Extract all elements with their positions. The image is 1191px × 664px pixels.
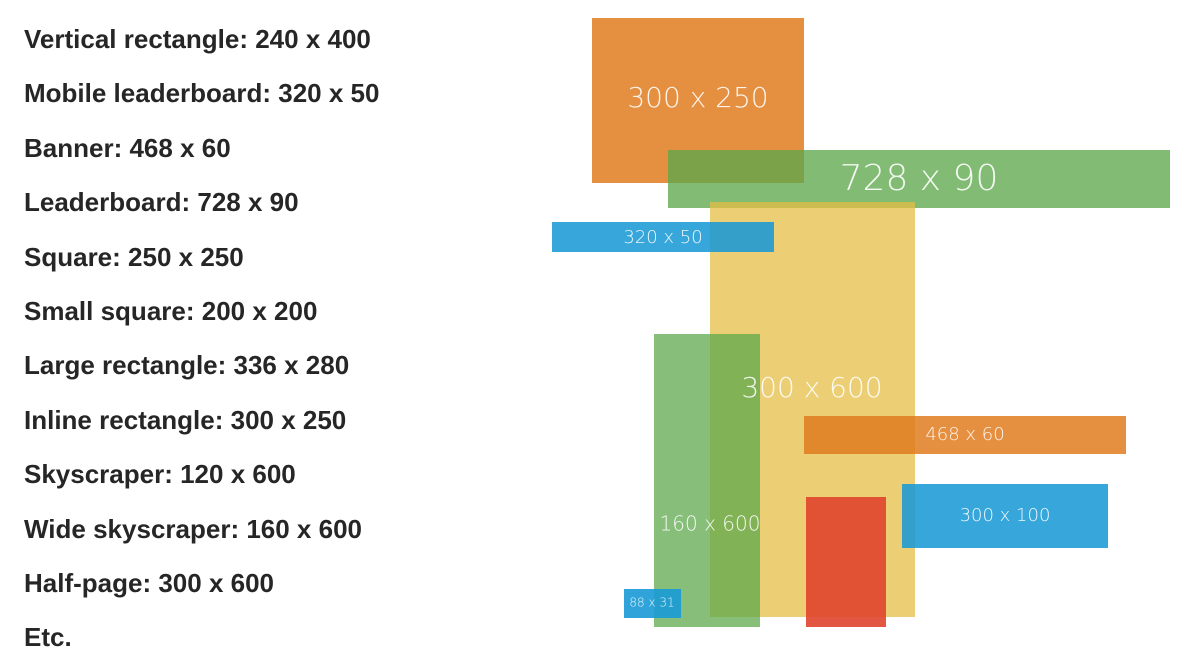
list-item: Wide skyscraper: 160 x 600 xyxy=(24,514,362,544)
list-item: Skyscraper: 120 x 600 xyxy=(24,459,296,489)
box-label: 160 x 600 xyxy=(660,512,761,536)
box xyxy=(806,497,886,627)
box xyxy=(624,589,681,618)
box xyxy=(654,334,760,627)
list-item: Half-page: 300 x 600 xyxy=(24,568,275,598)
box xyxy=(902,484,1108,548)
box-label: 300 x 250 xyxy=(627,81,768,114)
list-item: Square: 250 x 250 xyxy=(24,242,244,272)
list-item: Large rectangle: 336 x 280 xyxy=(24,350,350,380)
list-item: Small square: 200 x 200 xyxy=(24,296,318,326)
box-label: 468 x 60 xyxy=(925,424,1004,445)
list-item: Leaderboard: 728 x 90 xyxy=(24,187,299,217)
box-label: 88 x 31 xyxy=(629,596,674,610)
box xyxy=(668,150,1170,208)
box-label: 300 x 600 xyxy=(741,371,882,404)
box xyxy=(804,416,1126,454)
box-label: 320 x 50 xyxy=(623,227,702,248)
list-item: Etc. xyxy=(24,622,72,652)
list-item: Vertical rectangle: 240 x 400 xyxy=(24,24,371,54)
box-label: 300 x 100 xyxy=(960,505,1051,526)
list-item: Inline rectangle: 300 x 250 xyxy=(24,405,347,435)
list-item: Banner: 468 x 60 xyxy=(24,133,231,163)
box-label: 728 x 90 xyxy=(840,158,999,199)
list-item: Mobile leaderboard: 320 x 50 xyxy=(24,78,380,108)
box xyxy=(552,222,774,252)
